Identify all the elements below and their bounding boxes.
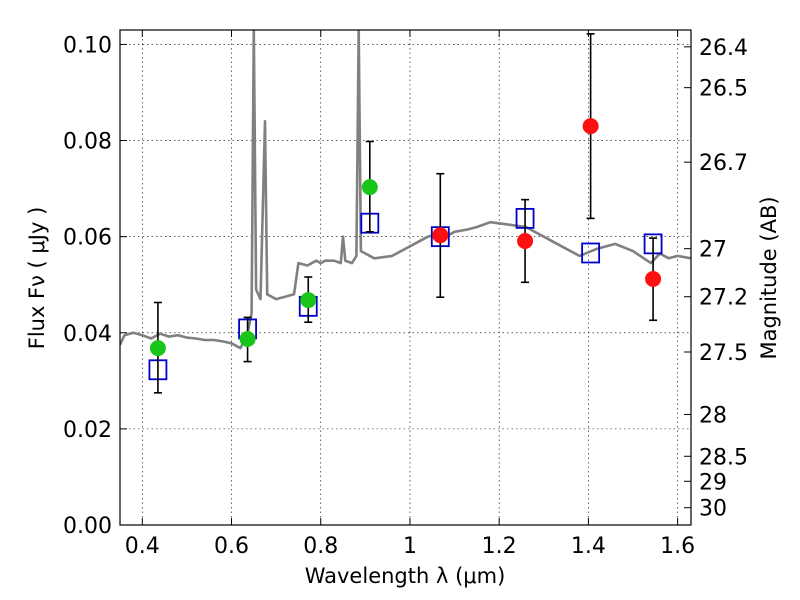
plot-area	[120, 30, 691, 394]
red-detection-point	[582, 118, 599, 135]
green-detection-point	[361, 179, 378, 196]
x-tick-label: 1.4	[571, 534, 606, 559]
y2-tick-label: 27.2	[699, 286, 748, 311]
y-tick-label: 0.04	[63, 322, 112, 347]
red-detection-point	[432, 227, 449, 244]
x-axis-label: Wavelength λ (μm)	[305, 564, 506, 588]
axis-ticks: 0.4 0.6 0.8 1 1.2 1.4 1.6 0.00 0.02 0.04 0.06 0.08 0…	[63, 30, 748, 559]
y2-tick-label: 26.4	[699, 36, 748, 61]
y-tick-label: 0.02	[63, 418, 112, 443]
x-tick-label: 1.2	[482, 534, 517, 559]
y-tick-label: 0.10	[63, 33, 112, 58]
spectrum-line	[120, 30, 691, 350]
x-tick-label: 1	[403, 534, 417, 559]
y2-tick-label: 26.5	[699, 77, 748, 102]
y-tick-label: 0.06	[63, 226, 112, 251]
x-tick-label: 0.6	[214, 534, 249, 559]
green-detection-point	[149, 340, 166, 357]
y-axis-label: Flux Fν ( μJy )	[25, 207, 49, 350]
green-detection-point	[300, 292, 317, 309]
series-layer	[120, 30, 691, 394]
y-tick-label: 0.00	[63, 514, 112, 539]
y2-tick-label: 27	[699, 238, 727, 263]
model-square-marker	[581, 242, 601, 264]
y-tick-label: 0.08	[63, 130, 112, 155]
red-detection-point	[517, 232, 534, 249]
y2-axis-label: Magnitude (AB)	[757, 196, 781, 359]
green-detection-point	[239, 331, 256, 348]
red-detection-point	[645, 270, 662, 287]
y2-tick-label: 30	[699, 497, 727, 522]
x-tick-label: 1.6	[660, 534, 695, 559]
y2-tick-label: 26.7	[699, 151, 748, 176]
y2-tick-label: 27.5	[699, 341, 748, 366]
y2-tick-label: 29	[699, 470, 727, 495]
y2-tick-label: 28.5	[699, 445, 748, 470]
x-tick-label: 0.8	[303, 534, 338, 559]
y2-tick-label: 28	[699, 403, 727, 428]
plot-frame	[119, 29, 692, 526]
x-tick-label: 0.4	[125, 534, 160, 559]
